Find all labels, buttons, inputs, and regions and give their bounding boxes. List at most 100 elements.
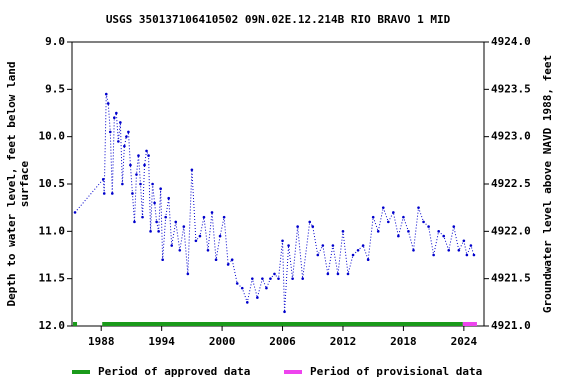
data-point [381, 206, 385, 209]
data-point [376, 230, 380, 233]
data-point [153, 201, 156, 205]
data-point [469, 244, 473, 247]
y2-tick-label: 4921.5 [491, 272, 531, 285]
data-point [222, 215, 226, 219]
y-axis-label: Depth to water level, feet below land [5, 61, 18, 306]
y-tick-label: 9.5 [45, 82, 65, 95]
legend-label: Period of approved data [98, 365, 250, 378]
data-point [226, 263, 230, 266]
data-point [170, 244, 174, 247]
data-point [291, 277, 294, 280]
y2-tick-label: 4921.0 [491, 319, 531, 332]
y-tick-label: 11.0 [39, 224, 66, 237]
data-point [133, 220, 136, 224]
data-point [387, 220, 390, 224]
data-point [346, 272, 350, 276]
data-point [269, 277, 272, 280]
data-point [412, 248, 415, 252]
data-point [392, 211, 395, 214]
data-point [366, 258, 370, 262]
data-point [110, 192, 114, 195]
y-tick-label: 11.5 [39, 272, 66, 285]
data-point [157, 230, 160, 233]
x-tick-label: 2024 [451, 335, 478, 348]
data-point [182, 225, 186, 228]
data-point [123, 144, 126, 148]
data-point [141, 215, 144, 219]
y-tick-label: 12.0 [39, 319, 66, 332]
data-point [457, 248, 461, 252]
data-point [143, 163, 146, 167]
data-point [230, 258, 234, 262]
data-point [149, 230, 152, 233]
data-point [296, 225, 299, 228]
data-point [265, 286, 268, 290]
data-point [113, 116, 116, 120]
data-point [422, 220, 425, 224]
data-point [214, 258, 218, 262]
data-point [101, 177, 105, 181]
data-point [119, 121, 122, 124]
y-tick-label: 9.0 [45, 35, 65, 48]
data-point [161, 258, 164, 262]
data-point [104, 92, 108, 96]
data-point [437, 230, 440, 233]
x-tick-label: 2018 [390, 335, 417, 348]
y-tick-label: 10.5 [39, 177, 66, 190]
y2-tick-label: 4923.5 [491, 82, 531, 95]
data-point [311, 225, 315, 228]
data-point [356, 248, 360, 252]
x-tick-label: 2000 [209, 335, 236, 348]
data-point [240, 286, 244, 290]
data-point [442, 234, 446, 238]
data-point [159, 187, 162, 191]
data-point [131, 192, 134, 195]
data-point [202, 215, 206, 219]
data-point [115, 111, 118, 115]
chart-title: USGS 350137106410502 09N.02E.12.214B RIO… [106, 13, 451, 26]
data-point [147, 154, 150, 157]
period-bar [462, 322, 477, 326]
data-point [397, 234, 400, 238]
y2-axis-label: Groundwater level above NAVD 1988, feet [541, 55, 554, 313]
data-point [283, 310, 286, 314]
data-point [145, 149, 148, 153]
data-point [218, 234, 222, 238]
data-point [167, 196, 171, 200]
data-point [371, 215, 375, 219]
data-point [402, 215, 405, 219]
data-point [361, 244, 365, 247]
data-point [261, 277, 264, 280]
x-tick-label: 1988 [88, 335, 115, 348]
x-tick-label: 1994 [148, 335, 175, 348]
data-point [336, 272, 340, 276]
data-point [326, 272, 330, 276]
data-point [198, 234, 202, 238]
data-point [251, 277, 254, 280]
data-point [127, 130, 130, 134]
y-axis-label: surface [18, 160, 31, 207]
data-point [281, 239, 284, 243]
y2-tick-label: 4922.0 [491, 224, 531, 237]
data-point [139, 182, 142, 186]
data-point [316, 253, 320, 257]
data-point [287, 244, 290, 247]
x-tick-label: 2012 [330, 335, 357, 348]
data-point [125, 135, 128, 138]
y2-tick-label: 4923.0 [491, 130, 531, 143]
data-point [135, 173, 138, 176]
data-point [432, 253, 435, 257]
period-bar [73, 322, 78, 326]
data-point [129, 163, 132, 167]
data-point [121, 182, 124, 186]
data-point [351, 253, 355, 257]
data-point [465, 253, 469, 257]
data-point [210, 211, 214, 214]
data-point [151, 182, 154, 186]
data-point [206, 248, 210, 252]
data-point [102, 192, 106, 195]
period-bar [102, 322, 463, 326]
data-point [245, 301, 249, 304]
data-point [273, 272, 276, 276]
